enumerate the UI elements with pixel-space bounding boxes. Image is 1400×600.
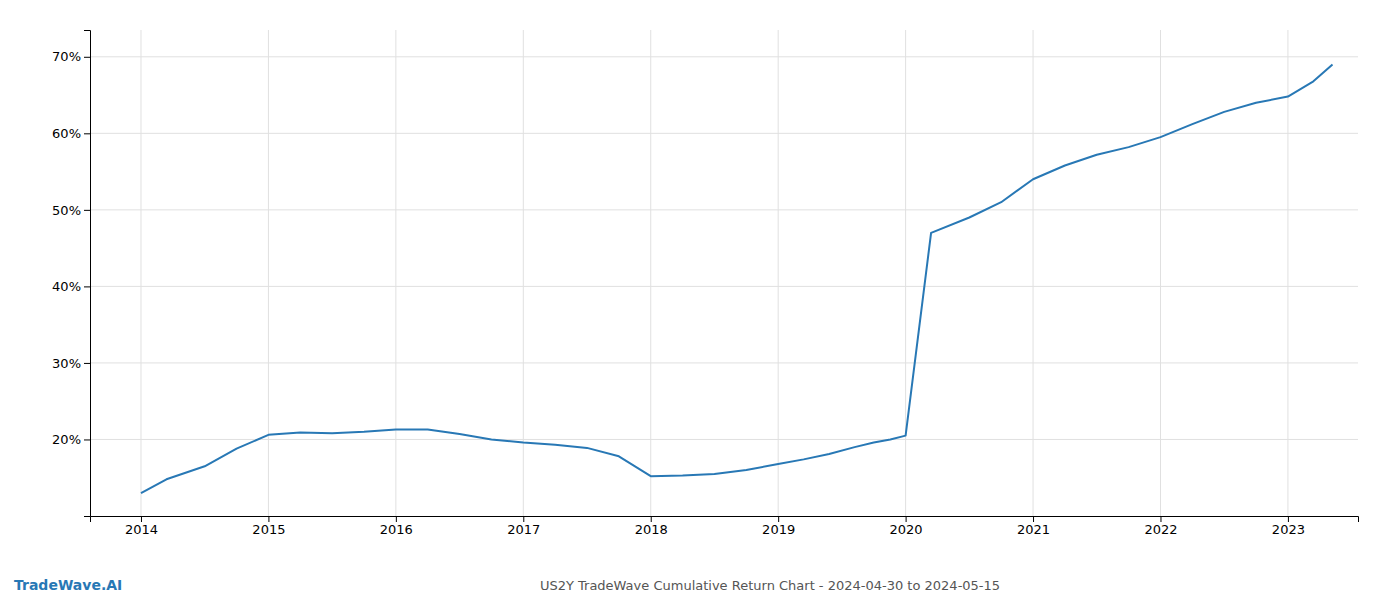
y-tick: 60% bbox=[52, 126, 90, 141]
x-tick: 2023 bbox=[1272, 516, 1305, 537]
y-tick: 20% bbox=[52, 432, 90, 447]
x-tick-mark bbox=[906, 516, 907, 522]
grid-line-x bbox=[140, 30, 141, 516]
grid-line-x bbox=[778, 30, 779, 516]
y-tick: 50% bbox=[52, 203, 90, 218]
x-tick: 2019 bbox=[762, 516, 795, 537]
watermark: TradeWave.AI bbox=[14, 577, 122, 593]
x-tick-mark bbox=[396, 516, 397, 522]
y-axis: 20% 30% 40% 50% 60% 70% bbox=[52, 31, 90, 517]
y-tick-label: 70% bbox=[52, 49, 81, 64]
y-tick-mark bbox=[84, 363, 90, 364]
y-tick-mark bbox=[84, 57, 90, 58]
grid-line-y bbox=[90, 56, 1358, 57]
x-tick-mark bbox=[1033, 516, 1034, 522]
x-tick-label: 2014 bbox=[125, 522, 158, 537]
x-tick: 2018 bbox=[635, 516, 668, 537]
chart-title: US2Y TradeWave Cumulative Return Chart -… bbox=[540, 578, 1000, 593]
x-tick: 2021 bbox=[1017, 516, 1050, 537]
x-tick-mark bbox=[1288, 516, 1289, 522]
grid-line-x bbox=[268, 30, 269, 516]
x-tick-label: 2020 bbox=[890, 522, 923, 537]
y-tick-mark bbox=[84, 439, 90, 440]
y-tick-mark bbox=[84, 210, 90, 211]
x-tick-mark bbox=[1160, 516, 1161, 522]
x-tick-mark bbox=[268, 516, 269, 522]
x-tick: 2017 bbox=[507, 516, 540, 537]
x-tick: 2022 bbox=[1144, 516, 1177, 537]
grid-line-x bbox=[905, 30, 906, 516]
x-tick-label: 2023 bbox=[1272, 522, 1305, 537]
chart-svg: 2014 2015 2016 2017 2018 2019 2020 2021 2022 2023… bbox=[0, 0, 1400, 600]
y-tick: 40% bbox=[52, 279, 90, 294]
y-tick-mark bbox=[84, 286, 90, 287]
y-tick: 70% bbox=[52, 49, 90, 64]
x-tick-mark bbox=[141, 516, 142, 522]
grid-line-x bbox=[1160, 30, 1161, 516]
x-tick: 2020 bbox=[890, 516, 923, 537]
grid-line-x bbox=[1033, 30, 1034, 516]
x-tick-mark bbox=[523, 516, 524, 522]
grid-line-x bbox=[650, 30, 651, 516]
y-tick-mark bbox=[84, 133, 90, 134]
data-line bbox=[141, 64, 1333, 493]
y-tick-label: 60% bbox=[52, 126, 81, 141]
x-tick-label: 2019 bbox=[762, 522, 795, 537]
grid-line-y bbox=[90, 209, 1358, 210]
x-tick-label: 2017 bbox=[507, 522, 540, 537]
y-axis-line bbox=[84, 31, 91, 517]
y-tick: 30% bbox=[52, 356, 90, 371]
x-tick: 2016 bbox=[380, 516, 413, 537]
x-tick-mark bbox=[651, 516, 652, 522]
x-tick-label: 2021 bbox=[1017, 522, 1050, 537]
x-tick-label: 2022 bbox=[1144, 522, 1177, 537]
x-tick-mark bbox=[778, 516, 779, 522]
y-tick-label: 30% bbox=[52, 356, 81, 371]
x-axis: 2014 2015 2016 2017 2018 2019 2020 2021 2022 2023 bbox=[91, 516, 1359, 537]
x-axis-line bbox=[91, 517, 1359, 523]
grid-line-y bbox=[90, 439, 1358, 440]
y-tick-label: 50% bbox=[52, 203, 81, 218]
y-tick-label: 20% bbox=[52, 432, 81, 447]
x-tick-label: 2016 bbox=[380, 522, 413, 537]
x-tick: 2014 bbox=[125, 516, 158, 537]
grid-line-x bbox=[395, 30, 396, 516]
grid bbox=[90, 30, 1358, 516]
y-tick-label: 40% bbox=[52, 279, 81, 294]
grid-line-x bbox=[1287, 30, 1288, 516]
plot-area bbox=[141, 64, 1333, 493]
chart-container: 2014 2015 2016 2017 2018 2019 2020 2021 2022 2023… bbox=[0, 0, 1400, 600]
x-tick: 2015 bbox=[252, 516, 285, 537]
x-tick-label: 2015 bbox=[252, 522, 285, 537]
grid-line-y bbox=[90, 362, 1358, 363]
grid-line-y bbox=[90, 286, 1358, 287]
x-tick-label: 2018 bbox=[635, 522, 668, 537]
